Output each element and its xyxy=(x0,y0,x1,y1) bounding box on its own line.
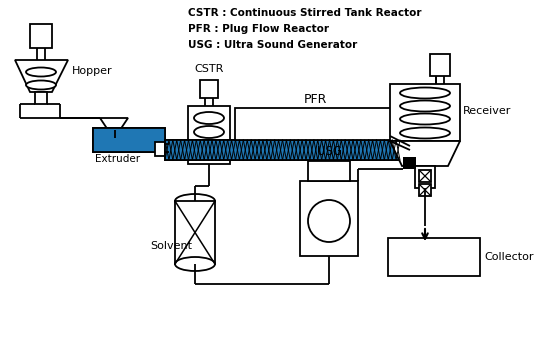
Bar xyxy=(175,201,215,264)
Ellipse shape xyxy=(175,194,215,208)
Bar xyxy=(388,238,480,276)
Ellipse shape xyxy=(400,114,450,125)
Bar xyxy=(165,140,400,160)
Bar xyxy=(30,24,52,48)
Bar xyxy=(110,130,120,138)
Polygon shape xyxy=(15,60,68,92)
Circle shape xyxy=(308,200,350,242)
Bar xyxy=(419,184,431,196)
Bar xyxy=(430,54,450,76)
Ellipse shape xyxy=(175,257,215,271)
Bar xyxy=(200,80,218,98)
Text: CSTR : Continuous Stirred Tank Reactor: CSTR : Continuous Stirred Tank Reactor xyxy=(188,8,422,18)
Polygon shape xyxy=(100,118,128,130)
Ellipse shape xyxy=(400,100,450,111)
Bar xyxy=(165,140,400,160)
Text: Hopper: Hopper xyxy=(72,66,112,76)
Ellipse shape xyxy=(26,68,56,77)
Text: Receiver: Receiver xyxy=(463,106,511,116)
Text: Collector: Collector xyxy=(484,252,534,262)
Ellipse shape xyxy=(194,140,224,152)
Bar xyxy=(403,157,416,169)
Ellipse shape xyxy=(400,127,450,138)
Text: PFR: PFR xyxy=(303,93,327,106)
Bar xyxy=(155,142,169,156)
Ellipse shape xyxy=(400,88,450,99)
Bar xyxy=(300,181,358,256)
Bar xyxy=(235,108,395,140)
Bar xyxy=(93,128,165,152)
Bar xyxy=(396,142,410,156)
Ellipse shape xyxy=(194,112,224,124)
Text: CSTR: CSTR xyxy=(194,64,224,74)
Bar xyxy=(415,166,435,188)
Ellipse shape xyxy=(194,126,224,138)
Text: Solvent: Solvent xyxy=(150,241,192,251)
Bar xyxy=(35,92,47,104)
Bar xyxy=(419,170,431,182)
Bar xyxy=(188,106,230,164)
Text: USG : Ultra Sound Generator: USG : Ultra Sound Generator xyxy=(188,40,357,50)
Ellipse shape xyxy=(26,80,56,89)
Bar xyxy=(93,128,165,152)
Text: PFR : Plug Flow Reactor: PFR : Plug Flow Reactor xyxy=(188,24,329,34)
Polygon shape xyxy=(390,141,460,166)
Text: USG: USG xyxy=(316,145,341,158)
Text: Extruder: Extruder xyxy=(95,154,140,164)
Bar xyxy=(390,84,460,141)
Bar xyxy=(308,161,350,181)
